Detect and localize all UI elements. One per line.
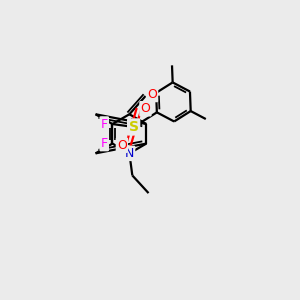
Text: F: F [101,137,108,150]
Text: S: S [129,120,139,134]
Text: O: O [140,102,150,115]
Text: O: O [117,139,127,152]
Text: O: O [147,88,157,101]
Text: N: N [125,147,134,160]
Text: F: F [101,118,108,130]
